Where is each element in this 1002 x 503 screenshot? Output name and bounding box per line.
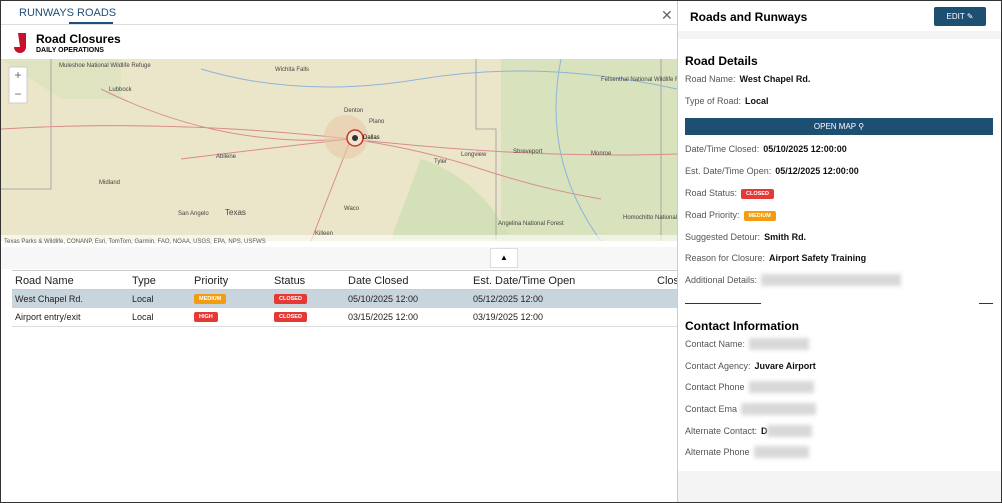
field-value: Smith Rd. [764,232,806,242]
field-label: Suggested Detour: [685,232,760,242]
cell: Local [132,294,154,304]
map-label: Angelina National Forest [498,221,564,227]
table-row[interactable]: Airport entry/exit Local HIGH CLOSED 03/15/2… [12,308,677,327]
edit-label: EDIT [946,12,964,21]
map-label: Denton [344,108,363,114]
edit-button[interactable]: EDIT ✎ [934,7,986,26]
cell: West Chapel Rd. [15,294,83,304]
badge: HIGH [194,312,218,322]
section-heading: Contact Information [685,319,799,333]
redacted [761,274,901,286]
map-label: Homochitto National Forest [623,215,677,221]
field-label: Contact Ema [685,404,737,414]
field-value: Airport Safety Training [769,253,866,263]
cell: 05/10/2025 12:00 [348,294,418,304]
field-label: Road Name: [685,74,736,84]
field-value: 05/10/2025 12:00:00 [763,144,847,154]
field-label: Additional Details: [685,275,757,285]
field-label: Date/Time Closed: [685,144,759,154]
map-label: Abilene [216,154,237,160]
badge: MEDIUM [744,211,776,221]
field-label: Contact Name: [685,339,745,349]
cell: Airport entry/exit [15,312,81,322]
map-label: Tyler [434,159,447,165]
redacted [754,446,809,458]
field-label: Type of Road: [685,96,741,106]
cell: 03/19/2025 12:00 [473,312,543,322]
field-label: Est. Date/Time Open: [685,166,771,176]
field-label: Reason for Closure: [685,253,765,263]
column-header: Est. Date/Time Open [473,275,575,287]
field-value: Juvare Airport [755,361,816,371]
field-label: Road Status: [685,188,737,198]
svg-text:+: + [14,68,21,82]
tab-roads[interactable]: ROADS [77,7,116,19]
map-label: Muleshoe National Wildlife Refuge [59,63,151,69]
table: Road Name Type Priority Status Date Closed Es… [12,270,677,327]
open-map-button[interactable]: OPEN MAP ⚲ [685,118,993,135]
field-label: Contact Phone [685,382,745,392]
badge: CLOSED [741,189,774,199]
column-header: Date Closed [348,275,409,287]
badge: CLOSED [274,294,307,304]
svg-text:−: − [14,87,21,101]
redacted [741,403,816,415]
cell: Local [132,312,154,322]
map-label: Lubbock [109,87,133,93]
map-attribution: Texas Parks & Wildlife, CONANP, Esri, To… [4,239,266,245]
divider [1,24,677,25]
toolbar [1,247,677,269]
cell: 03/15/2025 12:00 [348,312,418,322]
column-header: Priority [194,275,228,287]
table-row[interactable]: West Chapel Rd. Local MEDIUM CLOSED 05/10/20… [12,290,677,309]
field-label: Alternate Phone [685,447,750,457]
map-label: Texas [225,208,246,217]
map-label: Wichita Falls [275,67,309,73]
app-subtitle: DAILY OPERATIONS [36,47,104,54]
field-label: Contact Agency: [685,361,751,371]
map-label: Waco [344,206,360,212]
map-label: San Angelo [178,211,209,217]
map-label: Shreveport [513,149,543,155]
map-label: Dallas [363,135,380,141]
logo [10,31,28,55]
map-label: Plano [369,119,385,125]
badge: CLOSED [274,312,307,322]
field-label: Road Priority: [685,210,740,220]
column-header: Type [132,275,156,287]
open-map-label: OPEN MAP [814,122,856,131]
map-label: Monroe [591,151,612,157]
field-value: Local [745,96,769,106]
map-label: Felsenthal National Wildlife Refuge [601,77,677,83]
field-value: West Chapel Rd. [740,74,811,84]
map-label: Midland [99,180,120,186]
close-button[interactable]: ✕ [661,7,673,24]
redacted [767,425,812,437]
field-value: 05/12/2025 12:00:00 [775,166,859,176]
badge: MEDIUM [194,294,226,304]
column-header: Status [274,275,305,287]
redacted [749,338,809,350]
map: Muleshoe National Wildlife Refuge Lubbock… [1,59,677,241]
app-title: Road Closures [36,32,121,46]
panel-title: Roads and Runways [690,10,807,24]
field-label: Alternate Contact: [685,426,757,436]
section-heading: Road Details [685,54,758,68]
map-label: Longview [461,152,487,158]
divider [685,303,761,304]
divider [979,303,993,304]
redacted [749,381,814,393]
cell: 05/12/2025 12:00 [473,294,543,304]
column-header: Road Name [15,275,74,287]
tab-runways[interactable]: RUNWAYS [19,7,74,19]
collapse-button[interactable]: ▲ [490,248,518,268]
